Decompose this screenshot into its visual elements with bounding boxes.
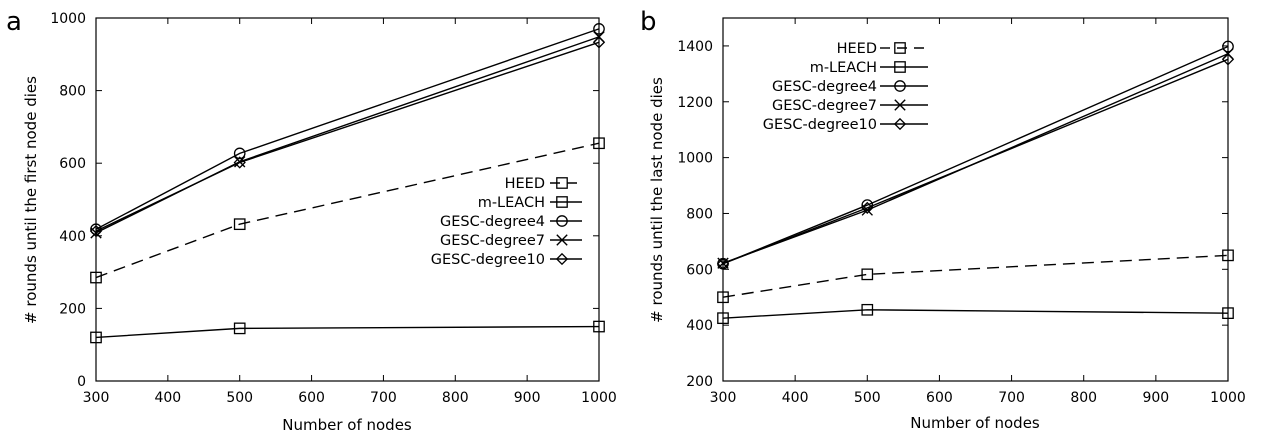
- x-tick-label: 500: [226, 390, 253, 406]
- legend: HEED m-LEACH GESC-degree4 GESC-degree7 GESC-…: [763, 41, 928, 133]
- legend-label: m-LEACH: [810, 60, 877, 76]
- x-tick-label: 400: [782, 390, 809, 406]
- x-tick-label: 600: [926, 390, 953, 406]
- legend-marker: [894, 61, 906, 73]
- y-tick-label: 0: [77, 374, 86, 390]
- series-line: [722, 45, 1229, 265]
- data-point: [717, 257, 729, 269]
- chart-panel-a: a 300 400 500 600 700 800 900 1000 0 200 400 600 800…: [6, 7, 617, 434]
- legend-marker: [894, 42, 906, 54]
- legend-label: GESC-degree4: [440, 214, 545, 230]
- x-tick-label: 1000: [1210, 390, 1246, 406]
- legend-label: GESC-degree10: [763, 117, 877, 133]
- data-point: [861, 201, 874, 214]
- legend-marker: [555, 252, 569, 266]
- legend-marker: [894, 80, 906, 92]
- x-tick-label: 700: [998, 390, 1025, 406]
- data-point: [1222, 307, 1234, 319]
- data-point: [90, 223, 102, 236]
- data-point: [89, 224, 103, 238]
- x-tick-label: 800: [1070, 390, 1097, 406]
- x-tick-label: 700: [370, 390, 397, 406]
- legend-marker: [894, 99, 906, 111]
- legend-label: GESC-degree7: [440, 233, 545, 249]
- y-tick-label: 200: [686, 374, 713, 390]
- x-tick-label: 500: [854, 390, 881, 406]
- y-tick-label: 1000: [50, 11, 86, 27]
- series-markers: [89, 23, 606, 344]
- y-tick-label: 600: [59, 156, 86, 172]
- data-point: [717, 312, 729, 325]
- data-point: [861, 268, 874, 281]
- y-tick-label: 1000: [677, 151, 713, 167]
- y-tick-label: 1200: [677, 95, 713, 111]
- x-tick-label: 900: [514, 390, 541, 406]
- series-line: [95, 142, 600, 279]
- plot-frame: [722, 17, 1229, 382]
- data-point: [593, 23, 605, 35]
- data-point: [593, 320, 605, 333]
- legend-label: GESC-degree4: [772, 79, 877, 95]
- data-point: [716, 257, 730, 270]
- plot-frame: [95, 17, 600, 382]
- legend-marker: [556, 215, 568, 227]
- x-tick-label: 300: [710, 390, 737, 406]
- x-tick-label: 400: [154, 390, 181, 406]
- y-tick-label: 800: [59, 84, 86, 100]
- y-tick-label: 200: [59, 301, 86, 317]
- axis-ticks: 300 400 500 600 700 800 900 1000 0 200 400 600 800 10…: [50, 11, 616, 406]
- x-tick-label: 800: [442, 390, 469, 406]
- series-line: [722, 254, 1229, 298]
- x-axis-title: Number of nodes: [282, 416, 412, 434]
- data-point: [592, 36, 606, 49]
- legend-marker: [556, 234, 568, 246]
- x-tick-label: 1000: [581, 390, 617, 406]
- series-lines: [722, 45, 1229, 319]
- data-point: [1221, 53, 1235, 66]
- data-point: [233, 218, 246, 231]
- series-line: [722, 309, 1229, 319]
- legend-marker: [556, 196, 568, 208]
- legend-label: GESC-degree10: [431, 252, 545, 268]
- legend-marker: [556, 177, 568, 189]
- y-tick-label: 400: [59, 229, 86, 245]
- data-point: [861, 303, 874, 316]
- legend: HEED m-LEACH GESC-degree4 GESC-degree7 GESC-…: [431, 176, 582, 268]
- legend-label: m-LEACH: [478, 195, 545, 211]
- data-point: [233, 147, 246, 160]
- y-tick-label: 400: [686, 318, 713, 334]
- data-point: [90, 331, 102, 344]
- x-tick-label: 300: [83, 390, 110, 406]
- legend-label: GESC-degree7: [772, 98, 877, 114]
- y-axis-title: # rounds until the first node dies: [22, 76, 40, 324]
- legend-marker: [893, 117, 907, 131]
- axis-ticks: 300 400 500 600 700 800 900 1000 200 400 600 800 100…: [677, 18, 1246, 406]
- y-axis-title: # rounds until the last node dies: [648, 77, 666, 323]
- y-tick-label: 600: [686, 262, 713, 278]
- y-tick-label: 800: [686, 206, 713, 222]
- data-point: [593, 137, 605, 150]
- x-axis-title: Number of nodes: [910, 414, 1040, 432]
- series-markers: [716, 40, 1235, 325]
- data-point: [234, 156, 246, 168]
- series-line: [95, 28, 600, 230]
- data-point: [233, 322, 246, 335]
- series-line: [95, 325, 600, 339]
- legend-label: HEED: [837, 41, 877, 57]
- x-tick-label: 600: [298, 390, 325, 406]
- chart-panel-b: b 300 400 500 600 700 800 900 1000 200 400 600 800 1…: [640, 7, 1246, 432]
- data-point: [90, 271, 102, 284]
- x-tick-label: 900: [1142, 390, 1169, 406]
- y-tick-label: 1400: [677, 39, 713, 55]
- data-point: [717, 291, 729, 304]
- data-point: [1222, 40, 1234, 53]
- panel-letter: b: [640, 7, 657, 37]
- legend-label: HEED: [505, 176, 545, 192]
- data-point: [233, 156, 246, 169]
- data-point: [1222, 249, 1234, 262]
- series-line: [722, 58, 1229, 265]
- panel-letter: a: [6, 7, 22, 37]
